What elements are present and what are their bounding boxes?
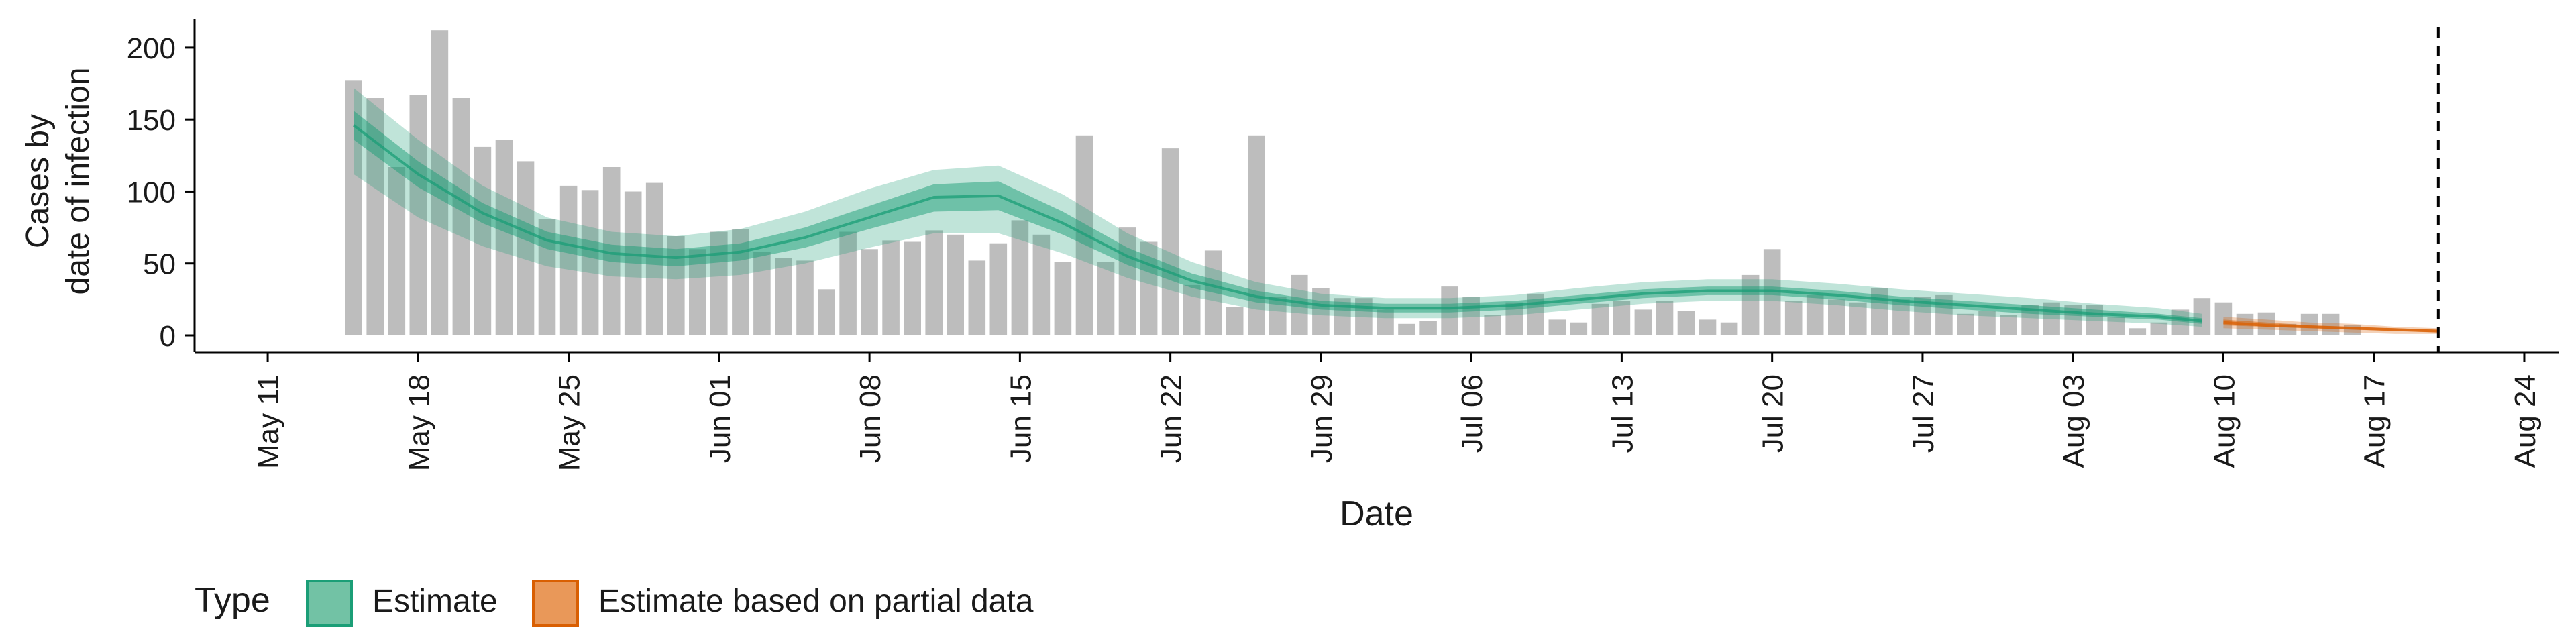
x-axis-label: Date bbox=[1340, 494, 1413, 533]
bar bbox=[581, 190, 599, 335]
bar bbox=[1011, 220, 1029, 335]
bar bbox=[1634, 309, 1652, 335]
y-tick-label: 150 bbox=[127, 104, 176, 137]
x-tick-label: Jun 29 bbox=[1305, 374, 1338, 463]
legend-key-estimate bbox=[306, 580, 353, 627]
legend-label-estimate: Estimate bbox=[372, 584, 498, 619]
bar bbox=[753, 252, 771, 335]
bar bbox=[2193, 298, 2211, 335]
bar bbox=[1677, 311, 1695, 335]
bar bbox=[839, 231, 857, 335]
bar bbox=[1054, 262, 1072, 335]
x-tick-label: Jun 01 bbox=[704, 374, 737, 463]
x-ticks: May 11 May 18 May 25 Jun 01 Jun 08 Jun 15 Jun … bbox=[252, 352, 2542, 471]
bar bbox=[1312, 288, 1330, 335]
axes: 0 50 100 150 200 May 11 May 18 May 25 Jun 01 Jun… bbox=[127, 19, 2559, 471]
bar bbox=[1957, 313, 1974, 335]
legend-key-partial-estimate bbox=[532, 580, 579, 627]
bar bbox=[2214, 302, 2233, 335]
legend-label-partial-estimate: Estimate based on partial data bbox=[598, 584, 1034, 619]
bar bbox=[2150, 322, 2168, 335]
y-tick-label: 0 bbox=[160, 320, 176, 353]
bar bbox=[1720, 322, 1738, 335]
bar bbox=[968, 260, 986, 335]
y-axis-label-line-1: Cases by bbox=[20, 114, 56, 248]
bar bbox=[1784, 301, 1803, 335]
bar bbox=[409, 95, 427, 335]
x-tick-label: Jun 08 bbox=[854, 374, 887, 463]
x-tick-label: May 18 bbox=[402, 374, 435, 471]
y-tick-label: 100 bbox=[127, 176, 176, 209]
bar bbox=[882, 240, 900, 335]
x-tick-label: Jul 13 bbox=[1606, 374, 1639, 453]
bar bbox=[1032, 234, 1051, 335]
bar bbox=[1978, 311, 1996, 335]
bar bbox=[1828, 299, 1845, 335]
x-tick-label: May 11 bbox=[252, 374, 285, 469]
x-tick-label: Jul 06 bbox=[1456, 374, 1489, 453]
bar bbox=[1097, 262, 1115, 335]
bar bbox=[2000, 315, 2017, 335]
x-tick-label: Jul 27 bbox=[1907, 374, 1940, 453]
bar bbox=[989, 243, 1008, 335]
bar bbox=[452, 98, 470, 335]
estimate-bands bbox=[354, 88, 2438, 334]
bar bbox=[517, 161, 535, 335]
bar bbox=[1419, 321, 1437, 335]
bar bbox=[474, 146, 492, 335]
bar bbox=[1806, 294, 1824, 335]
bar bbox=[2300, 313, 2318, 335]
estimate-median-line bbox=[352, 124, 2202, 323]
bar bbox=[861, 249, 878, 335]
bar bbox=[818, 289, 835, 335]
bar bbox=[559, 185, 578, 335]
legend: Type Estimate Estimate based on partial … bbox=[195, 580, 1034, 627]
bar bbox=[1548, 319, 1566, 335]
legend-title: Type bbox=[195, 581, 270, 620]
estimate-band-90 bbox=[354, 88, 2202, 327]
bar bbox=[1656, 301, 1674, 335]
x-tick-label: Aug 17 bbox=[2359, 374, 2392, 468]
bar bbox=[1613, 301, 1631, 335]
bar bbox=[1570, 322, 1588, 335]
bar bbox=[775, 258, 792, 335]
x-tick-label: Jul 20 bbox=[1757, 374, 1790, 453]
bar bbox=[495, 140, 513, 335]
bar bbox=[1591, 303, 1609, 335]
x-tick-label: Aug 03 bbox=[2057, 374, 2090, 468]
x-tick-label: Aug 10 bbox=[2208, 374, 2241, 468]
x-tick-label: May 25 bbox=[553, 374, 586, 471]
bar bbox=[1377, 309, 1394, 335]
x-tick-label: Jun 22 bbox=[1155, 374, 1188, 463]
x-tick-label: Jun 15 bbox=[1004, 374, 1037, 463]
estimate-lines bbox=[352, 124, 2438, 333]
bar bbox=[388, 167, 406, 335]
bar bbox=[1161, 148, 1179, 335]
bar bbox=[1699, 319, 1717, 335]
bar bbox=[1398, 323, 1415, 335]
bar bbox=[925, 230, 943, 335]
bar bbox=[2129, 328, 2147, 335]
bar bbox=[1226, 307, 1244, 335]
bar bbox=[2107, 317, 2125, 335]
bar bbox=[1183, 284, 1201, 335]
bar bbox=[1741, 274, 1760, 335]
y-ticks: 0 50 100 150 200 bbox=[127, 32, 195, 353]
partial-estimate-median-line bbox=[2223, 321, 2438, 333]
bar bbox=[904, 241, 921, 335]
y-tick-label: 200 bbox=[127, 32, 176, 65]
bar bbox=[2171, 309, 2190, 335]
bar bbox=[796, 260, 814, 335]
x-tick-label: Aug 24 bbox=[2509, 374, 2542, 468]
bar bbox=[947, 234, 964, 335]
bar bbox=[1484, 315, 1501, 335]
bar bbox=[2322, 313, 2340, 335]
bars-group bbox=[345, 30, 2361, 336]
y-tick-label: 50 bbox=[143, 248, 176, 281]
bar bbox=[1849, 302, 1867, 335]
y-axis-label-line-2: date of infection bbox=[60, 68, 96, 295]
